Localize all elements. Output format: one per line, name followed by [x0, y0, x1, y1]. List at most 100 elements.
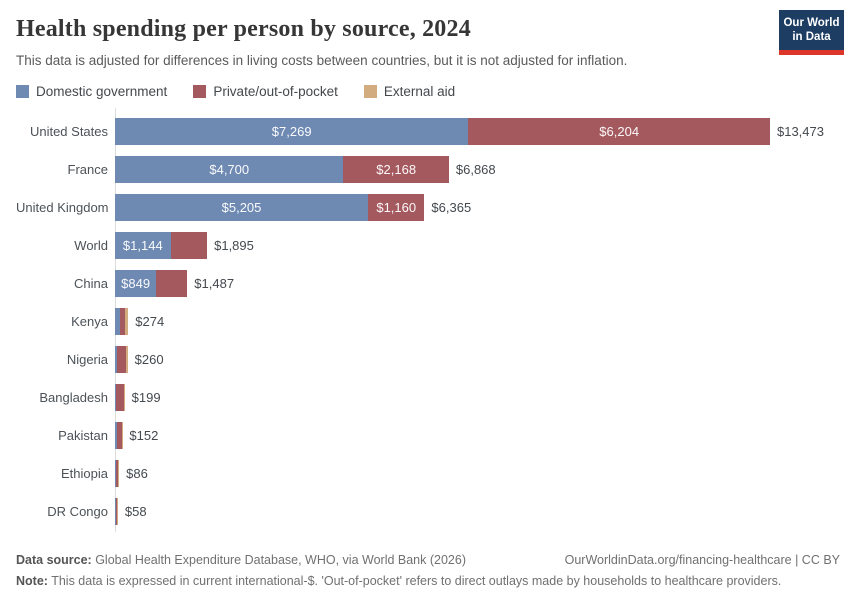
owid-logo-line2: in Data — [792, 31, 831, 44]
stacked-bar-chart: United States $7,269 $6,204 $13,473 France $4… — [16, 108, 834, 532]
bar-segment-domestic-government[interactable]: $849 — [115, 269, 157, 297]
segment-value-label: $7,269 — [271, 123, 312, 139]
data-source-text: Data source: Global Health Expenditure D… — [16, 553, 466, 567]
bar-track: $58 — [115, 497, 834, 525]
bar-segment-domestic-government[interactable] — [115, 383, 117, 411]
bar-segment-external-aid[interactable] — [124, 307, 129, 335]
bar-total-label: $6,868 — [455, 161, 496, 177]
legend-swatch-icon — [16, 85, 29, 98]
bar-segment-domestic-government[interactable]: $1,144 — [115, 231, 171, 259]
legend-item-external-aid[interactable]: External aid — [363, 84, 456, 99]
bar-total-label: $274 — [135, 313, 165, 329]
bar-segment-private-out-of-pocket[interactable]: $2,168 — [343, 155, 449, 183]
bar-row: Pakistan $152 — [16, 416, 834, 454]
bar-row: Nigeria $260 — [16, 340, 834, 378]
bar-segment-domestic-government[interactable] — [115, 497, 116, 525]
bar-total-label: $6,365 — [431, 199, 472, 215]
bar-total-label: $58 — [124, 503, 147, 519]
bar-row: United States $7,269 $6,204 $13,473 — [16, 112, 834, 150]
bar-segment-private-out-of-pocket[interactable] — [170, 231, 208, 259]
bar-row: World $1,144 $1,895 — [16, 226, 834, 264]
bar-total-label: $13,473 — [776, 123, 824, 139]
bar-segment-private-out-of-pocket[interactable] — [116, 421, 122, 449]
legend-item-private-out-of-pocket[interactable]: Private/out-of-pocket — [193, 84, 338, 99]
bar-track: $86 — [115, 459, 834, 487]
bar-track: $4,700 $2,168 $6,868 — [115, 155, 834, 183]
bar-segment-private-out-of-pocket[interactable]: $1,160 — [368, 193, 425, 221]
bar-row: China $849 $1,487 — [16, 264, 834, 302]
owid-logo: Our World in Data — [779, 10, 844, 55]
bar-segment-external-aid[interactable] — [118, 459, 120, 487]
chart-footer: Data source: Global Health Expenditure D… — [16, 553, 840, 588]
bar-row: France $4,700 $2,168 $6,868 — [16, 150, 834, 188]
bar-track: $7,269 $6,204 $13,473 — [115, 117, 834, 145]
bar-segment-domestic-government[interactable] — [115, 307, 120, 335]
legend-item-domestic-government[interactable]: Domestic government — [16, 84, 167, 99]
country-label[interactable]: United Kingdom — [16, 199, 109, 215]
legend-label: Domestic government — [36, 84, 168, 99]
segment-value-label: $5,205 — [221, 199, 262, 215]
bar-row: United Kingdom $5,205 $1,160 $6,365 — [16, 188, 834, 226]
country-label[interactable]: Kenya — [71, 313, 108, 329]
owid-link[interactable]: OurWorldinData.org/financing-healthcare … — [564, 553, 840, 567]
bar-segment-external-aid[interactable] — [123, 383, 125, 411]
bar-segment-domestic-government[interactable] — [115, 459, 116, 487]
bar-segment-external-aid[interactable] — [126, 345, 128, 373]
bar-row: Kenya $274 — [16, 302, 834, 340]
bar-track: $5,205 $1,160 $6,365 — [115, 193, 834, 221]
bar-track: $152 — [115, 421, 834, 449]
bar-row: Bangladesh $199 — [16, 378, 834, 416]
page-title: Health spending per person by source, 20… — [16, 16, 471, 42]
bar-segment-private-out-of-pocket[interactable] — [116, 345, 127, 373]
segment-value-label: $1,144 — [122, 237, 163, 253]
legend: Domestic government Private/out-of-pocke… — [16, 84, 834, 99]
bar-segment-private-out-of-pocket[interactable] — [119, 307, 125, 335]
legend-swatch-icon — [363, 85, 377, 98]
legend-label: External aid — [383, 84, 456, 99]
bar-segment-domestic-government[interactable]: $7,269 — [115, 117, 469, 145]
bar-total-label: $1,895 — [214, 237, 254, 253]
legend-swatch-icon — [193, 85, 207, 98]
bar-segment-private-out-of-pocket[interactable]: $6,204 — [468, 117, 770, 145]
bar-total-label: $86 — [126, 465, 148, 481]
bar-segment-external-aid[interactable] — [121, 421, 123, 449]
country-label[interactable]: United States — [29, 123, 108, 139]
country-label[interactable]: DR Congo — [47, 503, 108, 519]
bar-track: $199 — [115, 383, 834, 411]
bar-segment-external-aid[interactable] — [117, 497, 118, 525]
note-label: Note: — [16, 574, 48, 588]
legend-label: Private/out-of-pocket — [213, 84, 338, 99]
country-label[interactable]: France — [67, 161, 108, 177]
bar-segment-domestic-government[interactable]: $5,205 — [115, 193, 369, 221]
segment-value-label: $4,700 — [209, 161, 250, 177]
bar-segment-domestic-government[interactable] — [115, 345, 117, 373]
country-label[interactable]: Ethiopia — [61, 465, 108, 481]
bar-segment-domestic-government[interactable]: $4,700 — [115, 155, 344, 183]
bar-total-label: $199 — [131, 389, 161, 405]
country-label[interactable]: Bangladesh — [39, 389, 108, 405]
bar-row: DR Congo $58 — [16, 492, 834, 530]
bar-total-label: $260 — [134, 351, 164, 367]
bar-segment-private-out-of-pocket[interactable] — [156, 269, 188, 297]
bar-segment-domestic-government[interactable] — [115, 421, 117, 449]
bar-row: Ethiopia $86 — [16, 454, 834, 492]
bar-segment-private-out-of-pocket[interactable] — [116, 383, 124, 411]
country-label[interactable]: World — [74, 237, 108, 253]
bar-track: $849 $1,487 — [115, 269, 834, 297]
data-source-label: Data source: — [16, 553, 92, 567]
bar-segment-private-out-of-pocket[interactable] — [115, 459, 119, 487]
chart-subtitle: This data is adjusted for differences in… — [16, 53, 628, 68]
segment-value-label: $849 — [121, 275, 151, 291]
bar-total-label: $152 — [129, 427, 159, 443]
bar-track: $274 — [115, 307, 834, 335]
chart-rows: United States $7,269 $6,204 $13,473 France $4… — [16, 112, 834, 530]
country-label[interactable]: Pakistan — [58, 427, 108, 443]
bar-total-label: $1,487 — [194, 275, 235, 291]
segment-value-label: $6,204 — [599, 123, 640, 139]
country-label[interactable]: Nigeria — [66, 351, 108, 367]
bar-track: $1,144 $1,895 — [115, 231, 834, 259]
segment-value-label: $2,168 — [376, 161, 417, 177]
country-label[interactable]: China — [74, 275, 108, 291]
bar-segment-private-out-of-pocket[interactable] — [115, 497, 118, 525]
